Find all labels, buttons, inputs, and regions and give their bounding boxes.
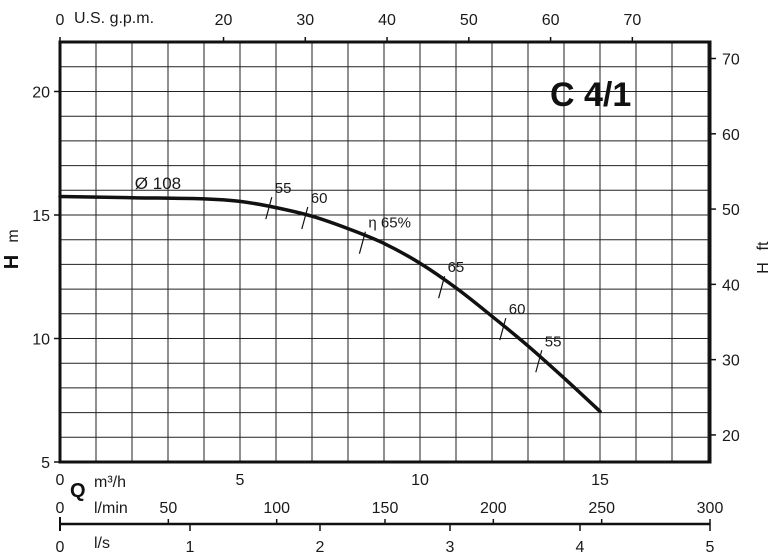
top-tick-label: 30 xyxy=(296,12,314,29)
diameter-label: Ø 108 xyxy=(135,174,181,193)
left-axis-quantity: H xyxy=(1,255,23,269)
lmin-axis-tickmarks xyxy=(59,519,711,524)
ls-tick-label: 2 xyxy=(316,539,325,556)
top-tick-label: 70 xyxy=(623,12,641,29)
bottom-tick-label: 10 xyxy=(411,472,429,489)
ls-axis-tickmarks xyxy=(59,524,711,531)
right-axis-quantity: H xyxy=(755,262,772,274)
right-tick-label: 70 xyxy=(722,52,740,69)
efficiency-label: η 65% xyxy=(368,215,411,232)
lmin-tick-label: 300 xyxy=(697,500,724,517)
lmin-tick-label: 200 xyxy=(480,500,507,517)
bottom-tick-label: 5 xyxy=(236,472,245,489)
bottom-axis-unit: m³/h xyxy=(94,474,126,491)
lmin-tick-label: 50 xyxy=(159,500,177,517)
efficiency-tick xyxy=(499,317,507,341)
bottom-tick-label: 15 xyxy=(591,472,609,489)
top-axis-unit: U.S. g.p.m. xyxy=(74,10,154,27)
efficiency-tick xyxy=(265,196,273,220)
efficiency-label: 60 xyxy=(509,301,526,318)
ls-tick-label: 5 xyxy=(706,539,715,556)
ls-tick-label: 0 xyxy=(56,539,65,556)
efficiency-label: 55 xyxy=(275,180,292,197)
lmin-tick-label: 100 xyxy=(263,500,290,517)
right-tick-label: 50 xyxy=(722,202,740,219)
left-tick-label: 5 xyxy=(41,455,50,472)
efficiency-label: 60 xyxy=(311,190,328,207)
bottom-tick-label: 0 xyxy=(56,472,65,489)
top-tick-label: 60 xyxy=(542,12,560,29)
efficiency-tick xyxy=(301,206,309,230)
top-tick-label: 20 xyxy=(215,12,233,29)
top-tick-label: 40 xyxy=(378,12,396,29)
right-tick-label: 60 xyxy=(722,127,740,144)
efficiency-tick xyxy=(358,231,366,254)
right-axis-unit: ft xyxy=(755,241,772,250)
plot-frame xyxy=(58,40,712,464)
ls-tick-label: 4 xyxy=(576,539,585,556)
lmin-tick-label: 0 xyxy=(56,500,65,517)
right-tick-label: 20 xyxy=(722,428,740,445)
right-tick-label: 40 xyxy=(722,277,740,294)
left-axis-unit: m xyxy=(5,229,22,242)
lmin-axis-unit: l/min xyxy=(94,500,128,517)
top-tick-label: 0 xyxy=(56,12,65,29)
lmin-tick-label: 150 xyxy=(372,500,399,517)
performance-curve xyxy=(58,194,602,414)
top-axis-ticks: 0 20 30 40 50 60 70 xyxy=(56,12,641,42)
ls-axis-unit: l/s xyxy=(94,535,110,552)
left-tick-label: 10 xyxy=(32,332,50,349)
efficiency-label: 65 xyxy=(448,259,465,276)
efficiency-tick xyxy=(535,350,543,373)
right-axis-ticks: 20 30 40 50 60 70 xyxy=(710,52,740,445)
ls-axis-ticks: 0 1 2 3 4 5 xyxy=(56,539,715,556)
ls-tick-label: 1 xyxy=(186,539,195,556)
efficiency-label: 55 xyxy=(545,333,562,350)
ls-tick-label: 3 xyxy=(446,539,455,556)
left-tick-label: 15 xyxy=(32,208,50,225)
left-tick-label: 20 xyxy=(32,85,50,102)
bottom-axis-quantity: Q xyxy=(70,480,86,502)
efficiency-marks: 55 60 η 65% 65 60 55 xyxy=(265,180,562,373)
bottom-axis-ticks: 0 5 10 15 xyxy=(56,472,609,489)
top-tick-label: 50 xyxy=(460,12,478,29)
grid-lines xyxy=(60,42,710,462)
lmin-axis-ticks: 0 50 100 150 200 250 300 xyxy=(56,500,724,517)
right-tick-label: 30 xyxy=(722,353,740,370)
left-axis-ticks: 5 10 15 20 xyxy=(32,85,60,472)
efficiency-tick xyxy=(438,276,446,299)
chart-title: C 4/1 xyxy=(550,76,631,114)
lmin-tick-label: 250 xyxy=(588,500,615,517)
